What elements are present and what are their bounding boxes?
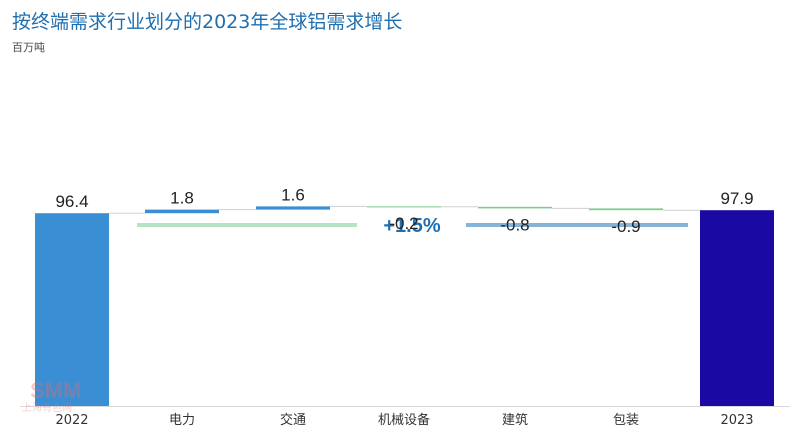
watermark-text: 上海有色网	[22, 401, 72, 414]
value-label-2: 1.6	[281, 185, 305, 204]
value-label-6: 97.9	[720, 189, 753, 208]
category-label-5: 包装	[613, 413, 639, 428]
category-labels-group: 2022 电力 交通 机械设备 建筑 包装 2023	[55, 412, 753, 428]
chart-title: 按终端需求行业划分的2023年全球铝需求增长	[12, 11, 403, 33]
category-label-2: 交通	[280, 412, 306, 428]
bar-1	[145, 209, 219, 214]
category-label-6: 2023	[720, 413, 753, 428]
category-label-0: 2022	[55, 413, 88, 428]
bar-3	[367, 206, 441, 208]
bar-2	[256, 206, 330, 210]
watermark: SMM 上海有色网	[22, 378, 81, 414]
value-label-1: 1.8	[170, 189, 194, 208]
bar-0	[35, 213, 109, 406]
bar-6	[700, 210, 774, 406]
growth-annotation-group: +1.5%	[137, 215, 688, 237]
bar-4	[478, 206, 552, 209]
value-label-4: -0.8	[500, 215, 529, 234]
growth-label: +1.5%	[383, 215, 440, 237]
unit-label: 百万吨	[12, 41, 45, 54]
value-label-0: 96.4	[55, 192, 88, 211]
category-label-3: 机械设备	[378, 412, 430, 428]
bars-group	[35, 206, 774, 406]
connector-lines	[20, 205, 790, 407]
value-label-3: -0.2	[389, 214, 418, 233]
bar-5	[589, 208, 663, 211]
category-label-4: 建筑	[502, 412, 528, 428]
category-label-1: 电力	[169, 413, 195, 428]
value-label-5: -0.9	[611, 217, 640, 236]
value-labels-group: 96.4 1.8 1.6 -0.2 -0.8 -0.9 97.9	[55, 185, 753, 236]
watermark-logo: SMM	[30, 378, 81, 403]
